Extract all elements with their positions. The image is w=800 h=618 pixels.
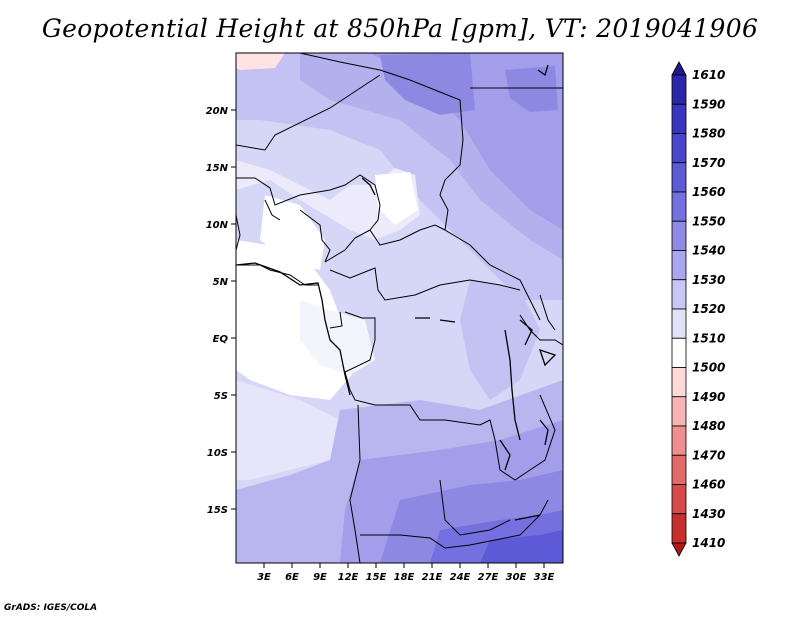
colorbar-segment bbox=[671, 279, 687, 310]
colorbar-label: 1560 bbox=[692, 185, 725, 199]
colorbar-segment bbox=[671, 454, 687, 485]
colorbar-label: 1610 bbox=[692, 68, 725, 82]
colorbar-label: 1580 bbox=[692, 127, 725, 141]
colorbar-segment bbox=[671, 74, 687, 105]
lon-label: 27E bbox=[478, 572, 499, 583]
colorbar-segment bbox=[671, 133, 687, 164]
colorbar: 1610 1590 1580 1570 1560 1550 1540 1530 1520 1510… bbox=[671, 61, 725, 557]
lat-label: 5N bbox=[213, 277, 229, 288]
lat-label: 15N bbox=[206, 163, 229, 174]
lat-label: 20N bbox=[206, 106, 229, 117]
lat-label: 10S bbox=[207, 448, 228, 459]
lat-label: 5S bbox=[214, 391, 228, 402]
lon-label: 33E bbox=[534, 572, 555, 583]
colorbar-label: 1410 bbox=[692, 536, 725, 550]
colorbar-segment bbox=[671, 396, 687, 427]
lon-label: 9E bbox=[313, 572, 327, 583]
colorbar-label: 1530 bbox=[692, 273, 725, 287]
colorbar-label: 1480 bbox=[692, 419, 725, 433]
page-title: Geopotential Height at 850hPa [gpm], VT:… bbox=[41, 14, 759, 43]
colorbar-label: 1510 bbox=[692, 331, 725, 345]
lat-label: 15S bbox=[207, 505, 228, 516]
colorbar-top-arrow bbox=[671, 61, 687, 76]
lon-label: 21E bbox=[422, 572, 443, 583]
colorbar-label: 1470 bbox=[692, 448, 725, 462]
colorbar-segment bbox=[671, 484, 687, 515]
colorbar-label: 1460 bbox=[692, 478, 725, 492]
footer-credit: GrADS: IGES/COLA bbox=[4, 603, 98, 613]
colorbar-bottom-arrow bbox=[671, 542, 687, 557]
lat-label: EQ bbox=[213, 334, 229, 345]
lon-label: 24E bbox=[450, 572, 471, 583]
lon-label: 30E bbox=[506, 572, 527, 583]
colorbar-label: 1430 bbox=[692, 507, 725, 521]
lon-label: 15E bbox=[366, 572, 387, 583]
map-frame bbox=[235, 52, 564, 564]
colorbar-segment bbox=[671, 250, 687, 281]
height-field bbox=[236, 53, 563, 563]
colorbar-segment bbox=[671, 162, 687, 193]
colorbar-label: 1540 bbox=[692, 244, 725, 258]
colorbar-label: 1520 bbox=[692, 302, 725, 316]
colorbar-label: 1500 bbox=[692, 361, 725, 375]
lon-label: 12E bbox=[338, 572, 359, 583]
colorbar-label: 1570 bbox=[692, 156, 725, 170]
colorbar-label: 1550 bbox=[692, 214, 725, 228]
colorbar-segment bbox=[671, 367, 687, 398]
lat-label: 10N bbox=[206, 220, 229, 231]
lon-label: 3E bbox=[257, 572, 271, 583]
colorbar-segment bbox=[671, 191, 687, 222]
colorbar-segment bbox=[671, 425, 687, 456]
lon-label: 18E bbox=[394, 572, 415, 583]
colorbar-segment bbox=[671, 103, 687, 134]
colorbar-segment bbox=[671, 220, 687, 251]
colorbar-segment bbox=[671, 308, 687, 339]
colorbar-segment bbox=[671, 337, 687, 368]
colorbar-label: 1590 bbox=[692, 97, 725, 111]
colorbar-segment bbox=[671, 513, 687, 544]
lon-label: 6E bbox=[285, 572, 299, 583]
colorbar-label: 1490 bbox=[692, 390, 725, 404]
